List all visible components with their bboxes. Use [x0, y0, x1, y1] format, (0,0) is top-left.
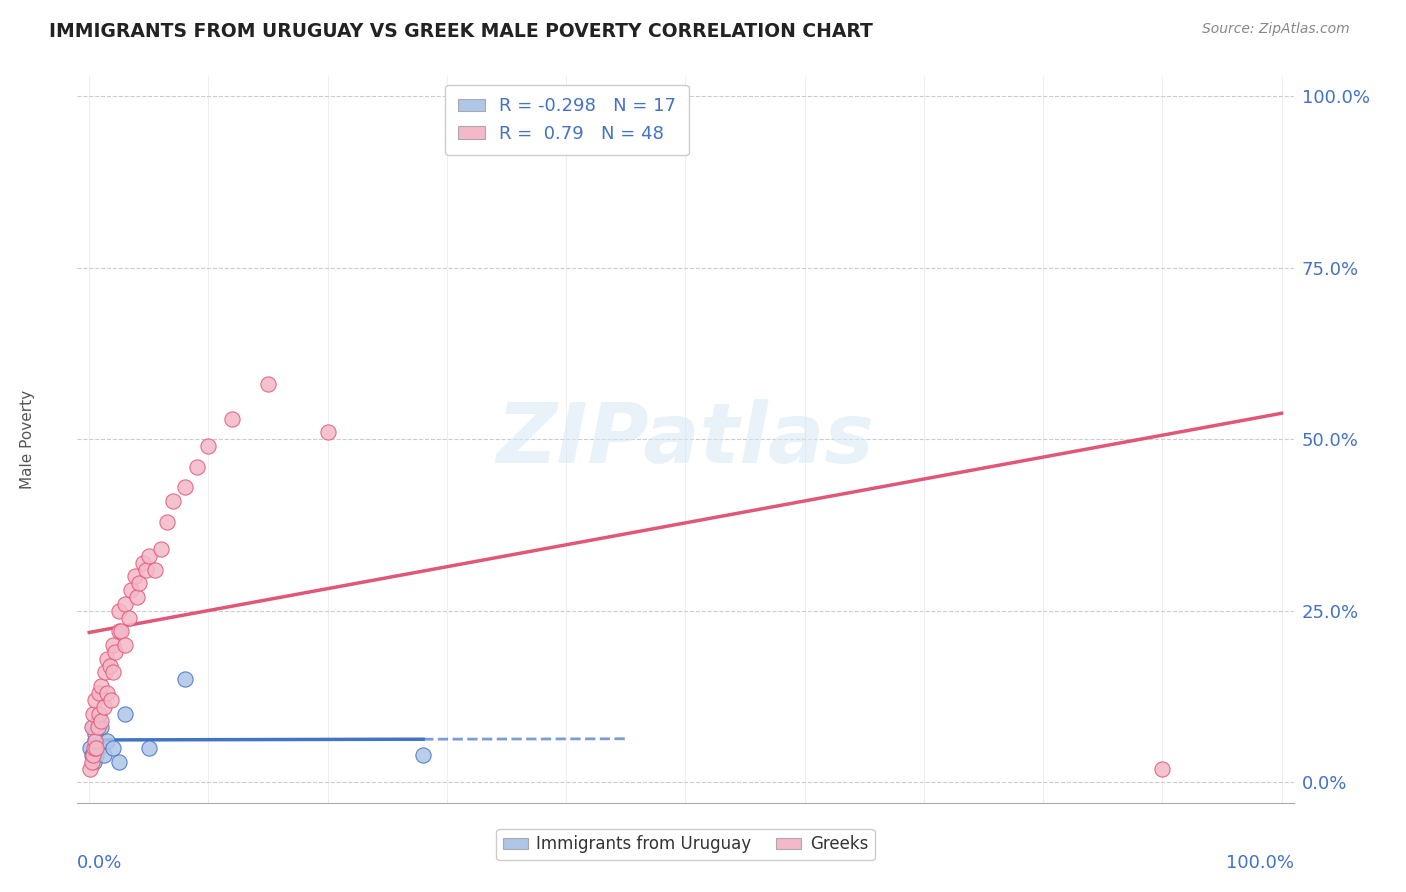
- Point: [135, 563, 157, 577]
- Text: 0.0%: 0.0%: [77, 854, 122, 871]
- Point: [101, 638, 124, 652]
- Point: [104, 645, 127, 659]
- Text: Source: ZipAtlas.com: Source: ZipAtlas.com: [1202, 22, 1350, 37]
- Point: [110, 624, 132, 639]
- Point: [162, 494, 184, 508]
- Point: [412, 747, 434, 762]
- Point: [125, 590, 148, 604]
- Point: [87, 706, 110, 721]
- Point: [94, 665, 117, 680]
- Point: [173, 480, 195, 494]
- Point: [124, 569, 146, 583]
- Point: [1152, 762, 1174, 776]
- Point: [82, 720, 104, 734]
- Point: [117, 610, 139, 624]
- Point: [100, 693, 122, 707]
- Point: [128, 576, 150, 591]
- Text: Male Poverty: Male Poverty: [20, 390, 35, 489]
- Point: [90, 714, 112, 728]
- Point: [80, 755, 103, 769]
- Point: [87, 686, 110, 700]
- Point: [80, 720, 103, 734]
- Text: IMMIGRANTS FROM URUGUAY VS GREEK MALE POVERTY CORRELATION CHART: IMMIGRANTS FROM URUGUAY VS GREEK MALE PO…: [49, 22, 873, 41]
- Point: [173, 673, 195, 687]
- Point: [221, 411, 243, 425]
- Point: [83, 740, 105, 755]
- Point: [114, 706, 136, 721]
- Point: [86, 740, 108, 755]
- Point: [138, 549, 160, 563]
- Point: [93, 747, 115, 762]
- Point: [96, 734, 118, 748]
- Point: [84, 727, 107, 741]
- Point: [98, 658, 121, 673]
- Point: [186, 459, 208, 474]
- Point: [86, 747, 108, 762]
- Point: [495, 117, 517, 131]
- Point: [93, 699, 115, 714]
- Point: [197, 439, 219, 453]
- Text: 100.0%: 100.0%: [1226, 854, 1294, 871]
- Point: [101, 740, 124, 755]
- Point: [138, 740, 160, 755]
- Point: [79, 740, 101, 755]
- Text: ZIPatlas: ZIPatlas: [496, 399, 875, 480]
- Point: [82, 706, 104, 721]
- Point: [84, 734, 107, 748]
- Point: [101, 665, 124, 680]
- Point: [90, 720, 112, 734]
- Point: [114, 597, 136, 611]
- Point: [86, 720, 108, 734]
- Point: [108, 604, 131, 618]
- Point: [84, 693, 107, 707]
- Point: [132, 556, 155, 570]
- Point: [108, 624, 131, 639]
- Point: [82, 747, 104, 762]
- Point: [96, 652, 118, 666]
- Point: [149, 542, 172, 557]
- Point: [90, 679, 112, 693]
- Point: [79, 762, 101, 776]
- Point: [86, 714, 108, 728]
- Point: [80, 747, 103, 762]
- Point: [96, 686, 118, 700]
- Point: [120, 583, 142, 598]
- Legend: Immigrants from Uruguay, Greeks: Immigrants from Uruguay, Greeks: [496, 829, 875, 860]
- Point: [156, 515, 179, 529]
- Point: [108, 755, 131, 769]
- Point: [143, 563, 166, 577]
- Point: [87, 740, 110, 755]
- Point: [316, 425, 339, 440]
- Point: [114, 638, 136, 652]
- Point: [257, 377, 280, 392]
- Point: [83, 755, 105, 769]
